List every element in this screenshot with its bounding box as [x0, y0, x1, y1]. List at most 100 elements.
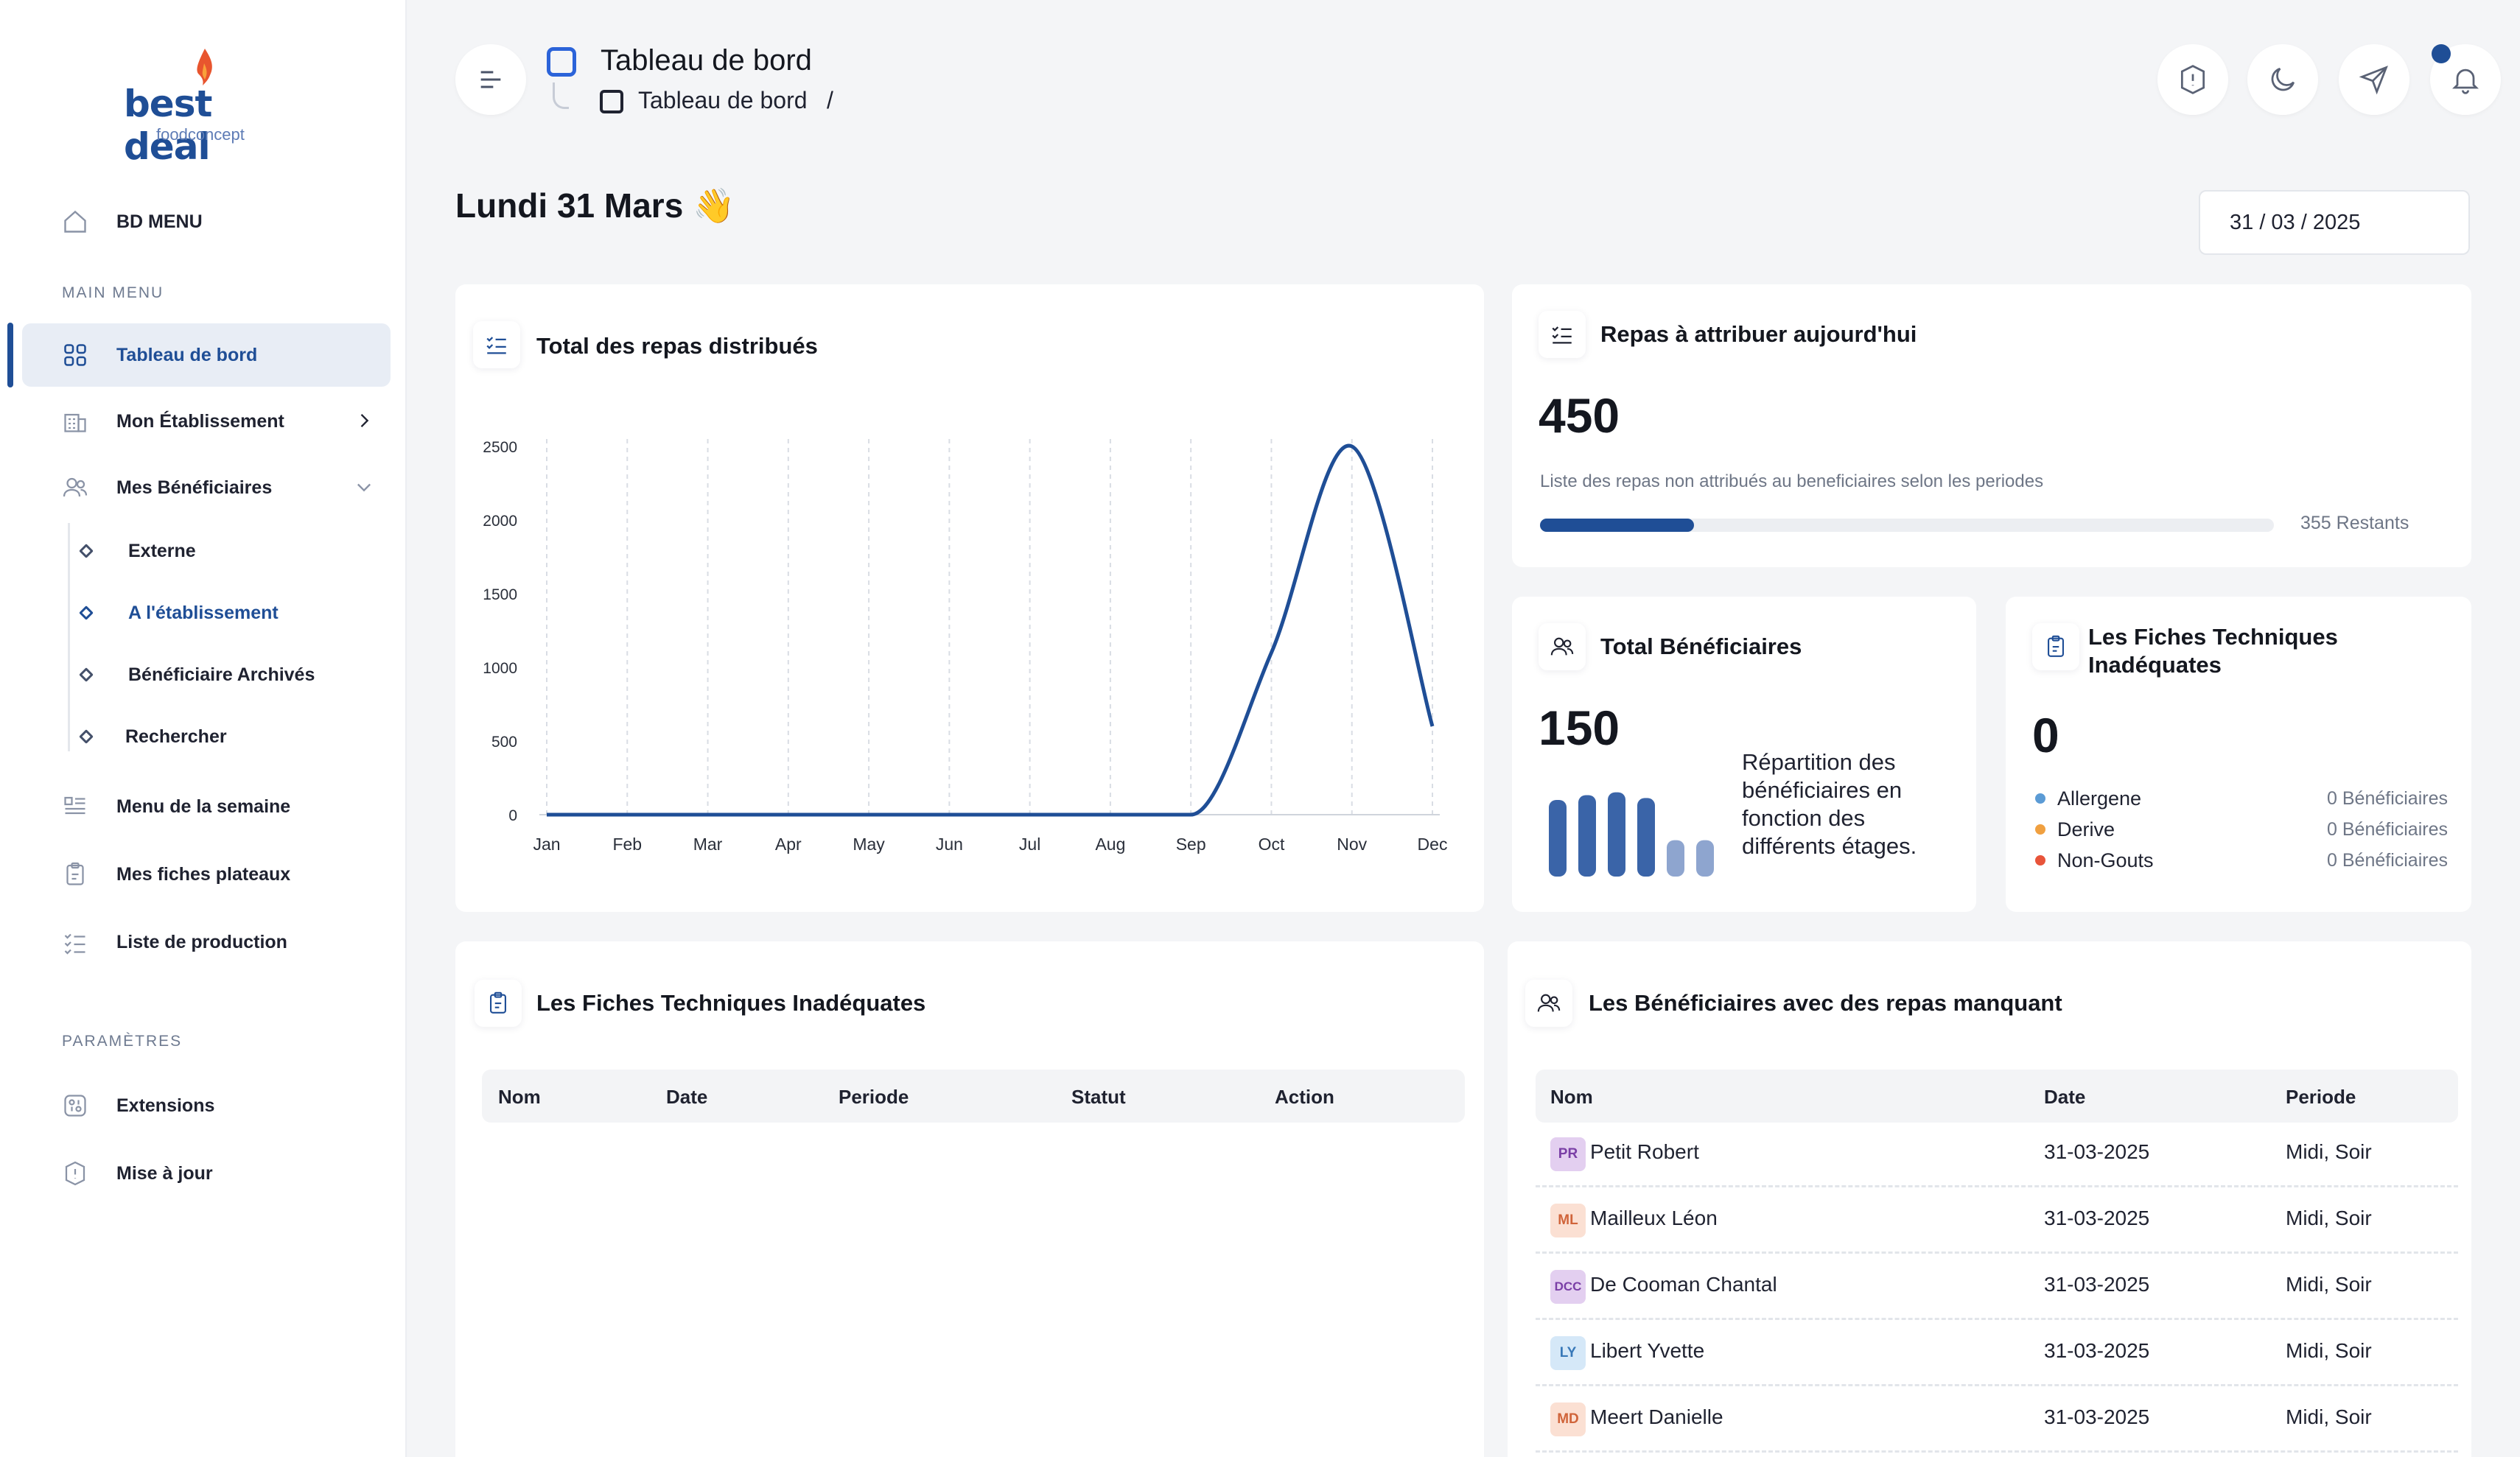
floor-bar — [1637, 798, 1655, 877]
sidebar-item-label: BD MENU — [116, 211, 203, 232]
table-row[interactable]: PR Petit Robert 31-03-2025 Midi, Soir — [1536, 1121, 2458, 1187]
row-date: 31-03-2025 — [2044, 1207, 2150, 1229]
column-header[interactable]: Nom — [498, 1086, 541, 1108]
sidebar-item-label: Liste de production — [116, 931, 287, 952]
x-tick-label: Jan — [533, 835, 560, 854]
alert-button[interactable] — [2157, 44, 2228, 115]
notification-badge — [2432, 44, 2451, 63]
column-header[interactable]: Statut — [1071, 1086, 1126, 1108]
table-row[interactable]: DCC De Cooman Chantal 31-03-2025 Midi, S… — [1536, 1254, 2458, 1320]
sidebar-subitem-a-l-etablissement[interactable]: A l'établissement — [79, 591, 279, 635]
fiches-count: 0 — [2032, 708, 2059, 762]
row-name: Libert Yvette — [1590, 1339, 1705, 1362]
y-tick-label: 0 — [508, 807, 517, 824]
legend-label: Non-Gouts — [2057, 849, 2154, 871]
sidebar-subitem-externe[interactable]: Externe — [79, 529, 196, 573]
column-header[interactable]: Periode — [839, 1086, 909, 1108]
sidebar-item-liste-production[interactable]: Liste de production — [22, 910, 391, 974]
floor-bar — [1696, 840, 1714, 877]
sidebar-item-label: Mon Établissement — [116, 410, 284, 432]
x-tick-label: Jul — [1019, 835, 1040, 854]
legend-non-gouts: Non-Gouts 0 Bénéficiaires — [2035, 846, 2448, 875]
sidebar-item-label: Mes fiches plateaux — [116, 863, 291, 885]
y-tick-label: 1000 — [483, 660, 517, 677]
legend-value: 0 Bénéficiaires — [2327, 818, 2448, 840]
brand-logo[interactable]: best deal foodconcept — [118, 44, 295, 168]
sidebar-item-mes-beneficiaires[interactable]: Mes Bénéficiaires — [22, 456, 391, 519]
sidebar-item-label: Tableau de bord — [116, 344, 258, 365]
repas-remaining: 355 Restants — [2300, 513, 2409, 533]
column-header[interactable]: Date — [2044, 1086, 2086, 1108]
flame-icon — [197, 49, 212, 85]
beneficiaires-count: 150 — [1539, 701, 1620, 755]
fiches-table-header: Nom Date Periode Statut Action — [482, 1070, 1465, 1123]
sidebar-item-tableau-de-bord[interactable]: Tableau de bord — [22, 323, 391, 387]
floor-distribution-bars — [1549, 792, 1714, 877]
breadcrumb-connector — [553, 82, 569, 109]
users-icon — [59, 471, 91, 504]
row-date: 31-03-2025 — [2044, 1273, 2150, 1296]
chart-title: Total des repas distribués — [536, 333, 818, 359]
page-title: Tableau de bord — [601, 44, 812, 77]
x-tick-label: Mar — [693, 835, 723, 854]
series-line — [547, 443, 1435, 817]
sidebar-subitem-archives[interactable]: Bénéficiaire Archivés — [79, 653, 315, 697]
sidebar-item-fiches-plateaux[interactable]: Mes fiches plateaux — [22, 843, 391, 906]
send-button[interactable] — [2339, 44, 2409, 115]
table-row[interactable]: LY Libert Yvette 31-03-2025 Midi, Soir — [1536, 1320, 2458, 1386]
breadcrumb-checkbox[interactable] — [600, 90, 623, 113]
table-row[interactable]: MD Meert Danielle 31-03-2025 Midi, Soir — [1536, 1386, 2458, 1453]
checklist-icon — [473, 321, 520, 368]
sidebar-item-label: Extensions — [116, 1095, 215, 1116]
legend-label: Allergene — [2057, 787, 2142, 810]
title-checkbox[interactable] — [547, 47, 576, 77]
sidebar-item-bd-menu[interactable]: BD MENU — [22, 190, 391, 253]
meals-chart-card: Total des repas distribués Jan Feb Mar Apr M… — [455, 284, 1484, 912]
menu-toggle-button[interactable] — [455, 44, 526, 115]
row-periode: Midi, Soir — [2286, 1273, 2372, 1296]
avatar: PR — [1550, 1137, 1586, 1171]
sidebar-item-mise-a-jour[interactable]: Mise à jour — [22, 1142, 391, 1205]
users-icon — [1525, 980, 1572, 1027]
brand-tagline: foodconcept — [156, 125, 245, 144]
checklist-icon — [59, 926, 91, 958]
sidebar-item-label: Mes Bénéficiaires — [116, 477, 273, 498]
main-menu-heading: MAIN MENU — [62, 284, 164, 301]
column-header[interactable]: Action — [1275, 1086, 1334, 1108]
breadcrumb[interactable]: Tableau de bord — [638, 87, 808, 113]
bullet-icon — [79, 605, 94, 620]
fiches-title: Les Fiches Techniques Inadéquates — [2088, 624, 2338, 678]
x-tick-label: Sep — [1176, 835, 1206, 854]
y-tick-label: 2000 — [483, 513, 517, 530]
column-header[interactable]: Nom — [1550, 1086, 1593, 1108]
alert-icon — [2180, 65, 2205, 94]
sidebar-subitem-rechercher[interactable]: Rechercher — [79, 715, 227, 759]
table-row[interactable]: ML Mailleux Léon 31-03-2025 Midi, Soir — [1536, 1187, 2458, 1254]
meals-line-chart: Jan Feb Mar Apr May Jun Jul Aug Sep Oct Nov Dec 0 500… — [483, 439, 1447, 854]
legend-allergene: Allergene 0 Bénéficiaires — [2035, 784, 2448, 813]
dark-mode-button[interactable] — [2247, 44, 2318, 115]
sidebar: best deal foodconcept BD MENU MAIN MENU … — [0, 0, 407, 1457]
row-date: 31-03-2025 — [2044, 1339, 2150, 1362]
beneficiaires-title: Total Bénéficiaires — [1600, 633, 1802, 659]
column-header[interactable]: Periode — [2286, 1086, 2356, 1108]
clipboard-icon — [2032, 623, 2079, 670]
x-tick-label: Nov — [1337, 835, 1367, 854]
bullet-icon — [79, 544, 94, 558]
clipboard-icon — [475, 980, 522, 1027]
sidebar-item-extensions[interactable]: Extensions — [22, 1074, 391, 1137]
legend-dot — [2035, 824, 2045, 835]
avatar: MD — [1550, 1402, 1586, 1436]
greeting: Lundi 31 Mars 👋 — [455, 186, 735, 225]
column-header[interactable]: Date — [666, 1086, 708, 1108]
sidebar-subitem-label: Rechercher — [125, 726, 227, 747]
row-periode: Midi, Soir — [2286, 1140, 2372, 1163]
missing-meals-card: Les Bénéficiaires avec des repas manquan… — [1508, 941, 2471, 1457]
sidebar-subitem-label: Externe — [128, 540, 196, 561]
sidebar-subitem-label: Bénéficiaire Archivés — [128, 664, 315, 685]
sidebar-item-menu-semaine[interactable]: Menu de la semaine — [22, 775, 391, 838]
sidebar-item-mon-etablissement[interactable]: Mon Établissement — [22, 390, 391, 453]
date-picker[interactable]: 31 / 03 / 2025 — [2199, 190, 2470, 255]
x-tick-label: May — [853, 835, 885, 854]
sidebar-item-label: Mise à jour — [116, 1162, 213, 1184]
